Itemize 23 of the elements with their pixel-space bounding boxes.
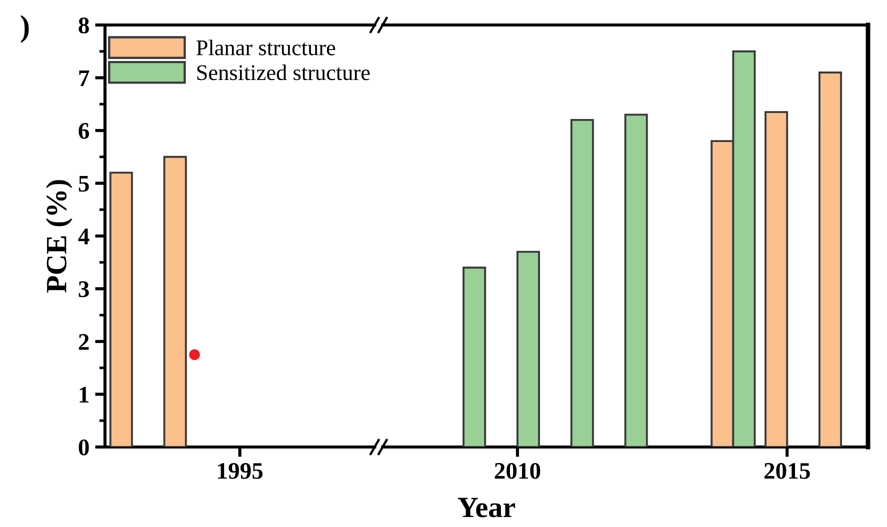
text: ) (20, 15, 29, 43)
y-axis-title: PCE (%) (46, 180, 72, 293)
y-tick-label: 0 (78, 439, 89, 456)
x-axis-title: Year (458, 498, 516, 518)
bar (516, 250, 540, 447)
y-tick-label: 7 (79, 70, 90, 86)
y-tick-label: 6 (78, 123, 90, 139)
x-tick-label: 2010 (494, 462, 540, 479)
bar (818, 72, 842, 447)
legend-label: Sensitized structure (197, 64, 370, 80)
y-tick-label: 3 (78, 281, 89, 298)
y-tick-label: 5 (78, 176, 89, 192)
bar (570, 118, 594, 447)
y-tick-label: 2 (78, 334, 89, 350)
y-tick-label: 4 (78, 228, 90, 244)
x-tick-label: 1995 (218, 463, 263, 479)
legend-label: Planar structure (196, 40, 336, 56)
bar (462, 266, 486, 447)
y-tick-label: 1 (80, 386, 88, 402)
y-tick-label: 8 (78, 17, 89, 34)
x-tick-label: 2015 (764, 462, 810, 479)
bar (764, 111, 788, 447)
bar (624, 114, 648, 447)
